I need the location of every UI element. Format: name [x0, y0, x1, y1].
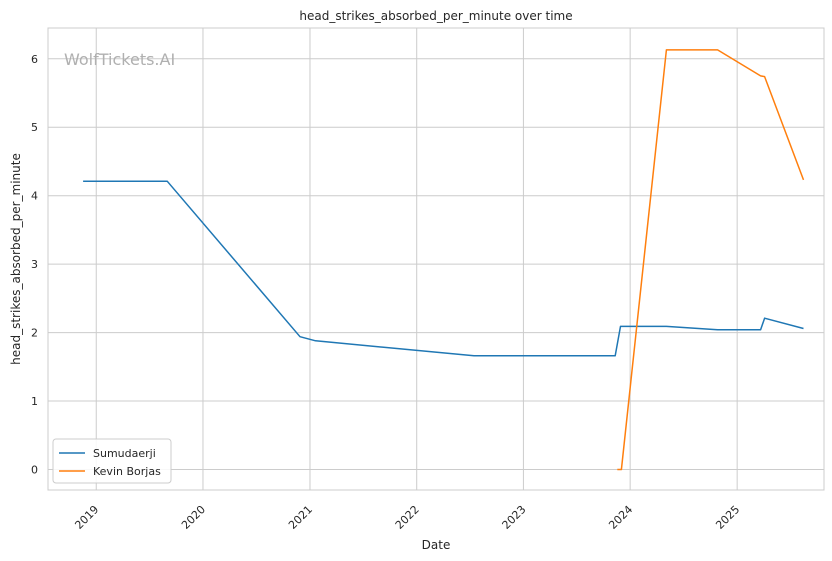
- x-axis-label: Date: [422, 538, 451, 552]
- x-tick-label: 2021: [286, 503, 315, 532]
- y-tick-label: 6: [31, 53, 38, 66]
- x-tick-label: 2023: [500, 503, 529, 532]
- y-tick-label: 2: [31, 327, 38, 340]
- y-tick-label: 0: [31, 463, 38, 476]
- series-line-kevin-borjas: [617, 49, 805, 471]
- x-tick-label: 2019: [72, 503, 101, 532]
- x-tick-label: 2020: [179, 503, 208, 532]
- x-tick-label: 2024: [606, 503, 635, 532]
- series-line-sumudaerji: [83, 180, 804, 357]
- chart-title: head_strikes_absorbed_per_minute over ti…: [299, 9, 572, 23]
- y-axis-label: head_strikes_absorbed_per_minute: [9, 153, 23, 365]
- legend-box: [52, 438, 172, 484]
- y-tick-label: 5: [31, 121, 38, 134]
- plot-area: [47, 27, 825, 491]
- legend: Sumudaerji Kevin Borjas: [52, 438, 172, 484]
- series-lines: [83, 49, 805, 471]
- x-tick-label: 2025: [713, 503, 742, 532]
- watermark: WolfTickets.AI: [64, 50, 175, 69]
- legend-label-sumudaerji: Sumudaerji: [93, 447, 156, 460]
- y-tick-label: 4: [31, 190, 38, 203]
- legend-label-kevin-borjas: Kevin Borjas: [93, 465, 161, 478]
- x-tick-label: 2022: [393, 503, 422, 532]
- grid: [48, 28, 824, 490]
- y-tick-label: 3: [31, 258, 38, 271]
- y-tick-label: 1: [31, 395, 38, 408]
